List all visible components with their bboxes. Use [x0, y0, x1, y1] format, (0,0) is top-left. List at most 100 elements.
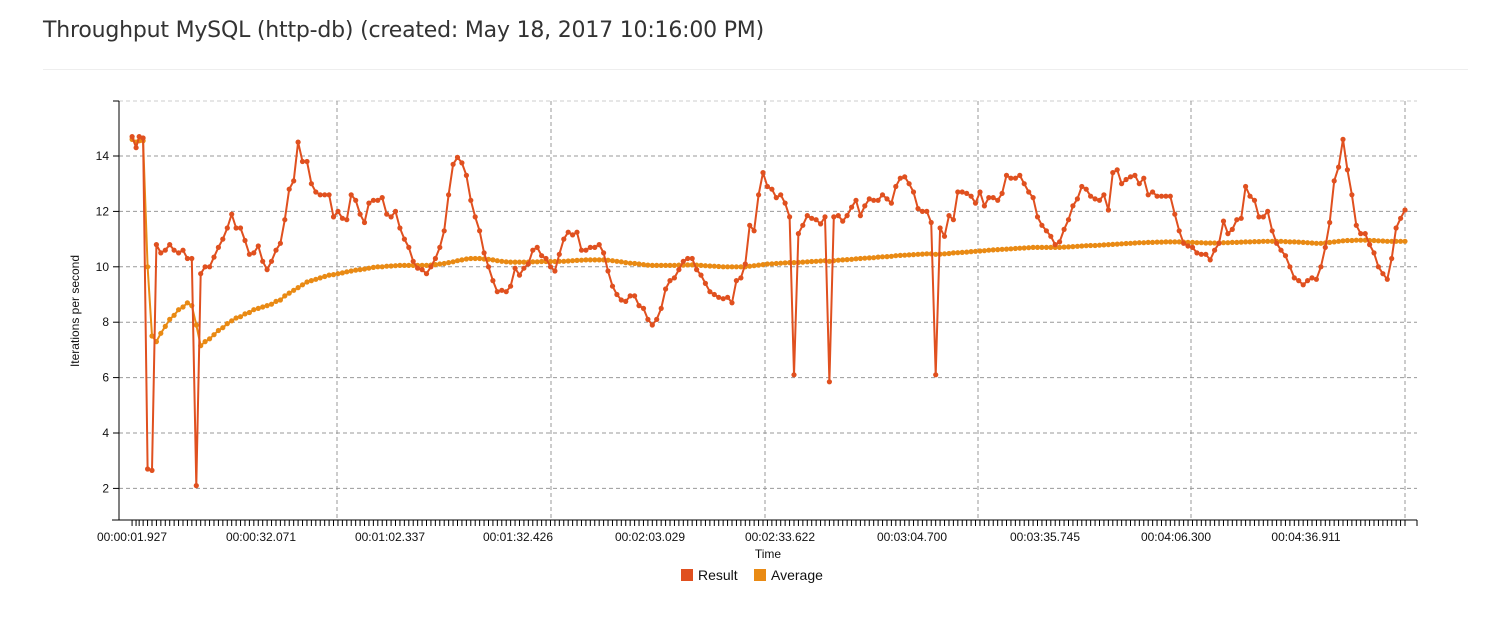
data-point-result[interactable] — [326, 192, 332, 198]
data-point-result[interactable] — [1402, 207, 1408, 213]
data-point-result[interactable] — [809, 215, 815, 221]
data-point-average[interactable] — [986, 247, 992, 253]
data-point-average[interactable] — [167, 316, 173, 322]
data-point-result[interactable] — [596, 242, 602, 248]
data-point-result[interactable] — [1260, 214, 1266, 220]
data-point-average[interactable] — [1083, 243, 1089, 249]
data-point-average[interactable] — [813, 258, 819, 264]
data-point-result[interactable] — [702, 280, 709, 286]
data-point-average[interactable] — [397, 262, 403, 268]
data-point-average[interactable] — [370, 264, 376, 270]
data-point-result[interactable] — [145, 466, 151, 472]
data-point-result[interactable] — [663, 286, 669, 292]
data-point-result[interactable] — [503, 289, 509, 295]
data-point-result[interactable] — [1225, 231, 1231, 237]
data-point-average[interactable] — [1336, 238, 1342, 244]
data-point-result[interactable] — [477, 228, 483, 234]
data-point-result[interactable] — [1039, 222, 1045, 228]
data-point-result[interactable] — [176, 250, 182, 256]
data-point-average[interactable] — [1349, 237, 1355, 244]
data-point-result[interactable] — [1079, 183, 1085, 190]
data-point-average[interactable] — [663, 262, 669, 268]
data-point-result[interactable] — [605, 268, 611, 274]
data-point-average[interactable] — [1313, 240, 1319, 246]
data-point-result[interactable] — [1305, 278, 1311, 284]
data-point-average[interactable] — [835, 257, 841, 263]
data-point-average[interactable] — [618, 259, 624, 265]
data-point-result[interactable] — [1176, 228, 1182, 234]
data-point-average[interactable] — [667, 262, 673, 268]
data-point-average[interactable] — [773, 260, 779, 267]
data-point-average[interactable] — [999, 246, 1005, 252]
data-point-result[interactable] — [286, 186, 292, 192]
data-point-result[interactable] — [1145, 192, 1151, 198]
data-point-average[interactable] — [1234, 239, 1240, 245]
data-point-average[interactable] — [570, 258, 576, 264]
data-point-result[interactable] — [220, 236, 226, 242]
data-point-result[interactable] — [1220, 218, 1227, 224]
data-point-average[interactable] — [955, 250, 961, 256]
data-point-result[interactable] — [1251, 197, 1258, 203]
data-point-average[interactable] — [919, 251, 926, 257]
data-point-result[interactable] — [849, 204, 855, 210]
data-point-result[interactable] — [959, 189, 965, 195]
data-point-average[interactable] — [277, 297, 283, 303]
data-point-result[interactable] — [207, 264, 213, 270]
data-point-result[interactable] — [813, 217, 819, 223]
data-point-result[interactable] — [1132, 172, 1138, 178]
data-point-average[interactable] — [587, 257, 593, 263]
data-point-average[interactable] — [1243, 239, 1249, 245]
data-point-average[interactable] — [809, 258, 815, 265]
data-point-average[interactable] — [1353, 237, 1359, 243]
data-point-average[interactable] — [251, 307, 257, 313]
data-point-result[interactable] — [720, 296, 726, 302]
data-point-average[interactable] — [1375, 238, 1381, 244]
data-point-average[interactable] — [1003, 246, 1010, 252]
data-point-result[interactable] — [419, 267, 425, 273]
data-point-average[interactable] — [193, 322, 199, 328]
data-point-average[interactable] — [1238, 239, 1244, 245]
data-point-average[interactable] — [658, 262, 664, 268]
data-point-result[interactable] — [392, 208, 399, 214]
data-point-result[interactable] — [738, 275, 744, 281]
data-point-result[interactable] — [1189, 244, 1196, 250]
data-point-result[interactable] — [264, 267, 270, 273]
data-point-result[interactable] — [379, 195, 385, 201]
data-point-average[interactable] — [401, 262, 407, 268]
data-point-result[interactable] — [800, 222, 806, 228]
data-point-average[interactable] — [893, 253, 899, 259]
data-point-result[interactable] — [224, 225, 230, 231]
data-point-average[interactable] — [583, 257, 589, 263]
data-point-average[interactable] — [1132, 240, 1138, 246]
data-point-result[interactable] — [570, 232, 576, 238]
data-point-average[interactable] — [361, 266, 368, 272]
data-point-result[interactable] — [1380, 271, 1386, 277]
data-point-result[interactable] — [884, 196, 890, 202]
data-point-result[interactable] — [902, 174, 908, 180]
data-point-average[interactable] — [1008, 246, 1014, 252]
data-point-average[interactable] — [1198, 240, 1204, 246]
data-point-average[interactable] — [423, 262, 430, 268]
data-point-result[interactable] — [446, 192, 452, 198]
data-point-result[interactable] — [415, 265, 421, 271]
data-point-result[interactable] — [1012, 175, 1019, 181]
data-point-average[interactable] — [441, 260, 447, 267]
data-point-result[interactable] — [437, 244, 443, 250]
data-point-result[interactable] — [494, 289, 500, 295]
data-point-average[interactable] — [229, 318, 235, 324]
data-point-result[interactable] — [840, 218, 846, 224]
data-point-average[interactable] — [990, 247, 996, 253]
data-point-result[interactable] — [614, 291, 620, 298]
data-point-average[interactable] — [1136, 240, 1142, 246]
data-point-result[interactable] — [835, 213, 841, 219]
data-point-average[interactable] — [1048, 244, 1054, 250]
data-point-average[interactable] — [769, 261, 775, 267]
data-point-result[interactable] — [853, 197, 859, 203]
data-point-result[interactable] — [129, 134, 135, 140]
data-point-result[interactable] — [1398, 215, 1404, 221]
data-point-result[interactable] — [1158, 193, 1165, 199]
data-point-result[interactable] — [632, 293, 638, 299]
data-point-average[interactable] — [273, 298, 279, 304]
data-point-average[interactable] — [1017, 245, 1023, 251]
data-point-average[interactable] — [255, 305, 261, 311]
